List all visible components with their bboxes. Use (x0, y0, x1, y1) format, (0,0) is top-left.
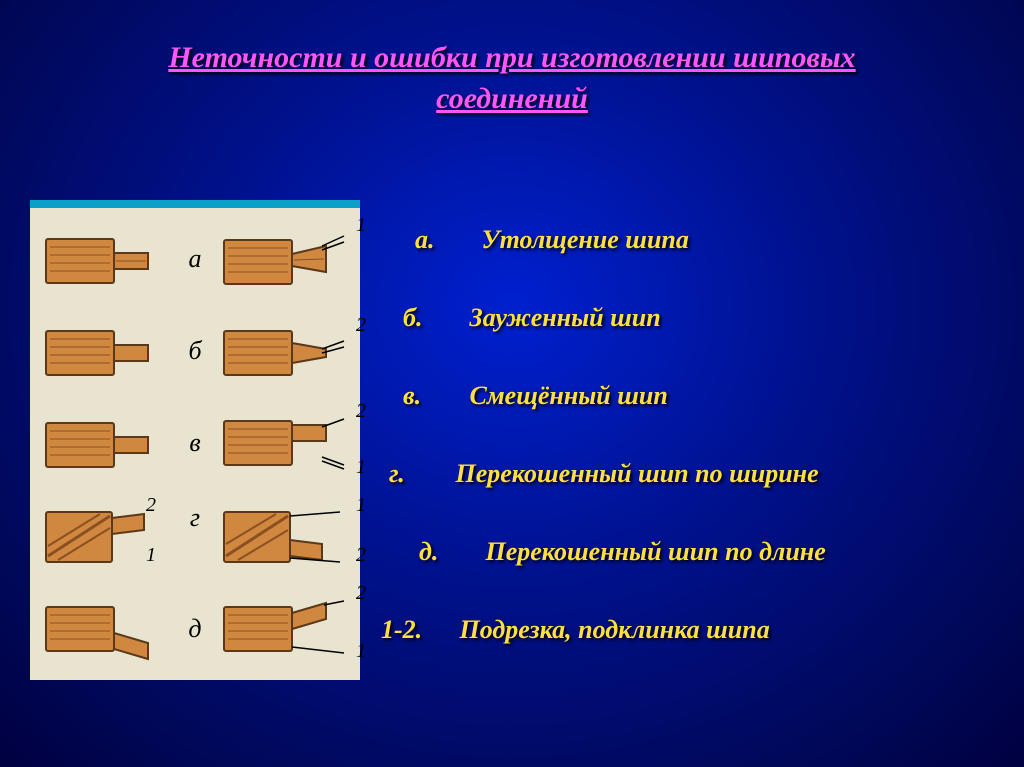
item-text: Зауженный шип (470, 303, 661, 332)
item-letter: в. (403, 381, 463, 411)
list-item: в. Смещённый шип (403, 381, 1005, 411)
diagram-row: г 2 1 1 2 (30, 492, 360, 578)
tenon-normal (44, 229, 152, 289)
annotation-number: 2 (356, 314, 366, 337)
item-text: Перекошенный шип по ширине (456, 459, 819, 488)
item-letter: б. (403, 303, 463, 333)
row-label: д (188, 614, 201, 644)
diagram-row: б 2 (30, 308, 360, 394)
slide-title-wrap: Неточности и ошибки при изготовлении шип… (0, 0, 1024, 119)
tenon-skewed-width-left (44, 500, 162, 570)
diagram-row: в 2 1 (30, 400, 360, 486)
tenon-offset (222, 407, 346, 479)
item-letter: а. (415, 225, 475, 255)
row-label: б (188, 336, 201, 366)
annotation-number: 1 (356, 494, 366, 517)
tenon-skewed-length-left (44, 595, 152, 663)
row-label: г (190, 503, 200, 533)
row-label: а (189, 244, 202, 274)
item-text: Перекошенный шип по длине (486, 537, 826, 566)
annotation-number: 1 (356, 456, 366, 479)
annotation-number: 1 (356, 640, 366, 663)
slide-title: Неточности и ошибки при изготовлении шип… (168, 38, 855, 119)
annotation-number: 1 (356, 214, 366, 237)
row-label: в (189, 428, 200, 458)
list-item: д. Перекошенный шип по длине (419, 537, 1005, 567)
tenon-narrowed (222, 319, 346, 383)
item-text: Подрезка, подклинка шипа (460, 615, 770, 644)
tenon-skewed-length-right (222, 593, 346, 665)
annotation-number: 1 (146, 544, 156, 567)
annotation-number: 2 (146, 494, 156, 517)
diagram-row: д 2 1 (30, 586, 360, 672)
item-letter: г. (389, 459, 449, 489)
title-line1: Неточности и ошибки при изготовлении шип… (168, 41, 855, 74)
item-text: Смещённый шип (470, 381, 668, 410)
tenon-skewed-width-right (222, 500, 346, 570)
list-item: б. Зауженный шип (403, 303, 1005, 333)
annotation-number: 2 (356, 582, 366, 605)
tenon-normal (44, 321, 152, 381)
annotation-number: 2 (356, 544, 366, 567)
item-text: Утолщение шипа (482, 225, 689, 254)
item-letter: 1-2. (381, 615, 453, 645)
annotation-number: 2 (356, 400, 366, 423)
item-letter: д. (419, 537, 479, 567)
title-line2: соединений (436, 82, 588, 115)
defect-list: а. Утолщение шипа б. Зауженный шип в. См… (395, 225, 1005, 693)
diagram-panel: а 1 б (30, 200, 360, 680)
tenon-normal (44, 413, 152, 473)
tenon-thickened (222, 224, 346, 294)
diagram-row: а 1 (30, 216, 360, 302)
list-item: г. Перекошенный шип по ширине (389, 459, 1005, 489)
list-item: 1-2. Подрезка, подклинка шипа (381, 615, 1005, 645)
list-item: а. Утолщение шипа (415, 225, 1005, 255)
